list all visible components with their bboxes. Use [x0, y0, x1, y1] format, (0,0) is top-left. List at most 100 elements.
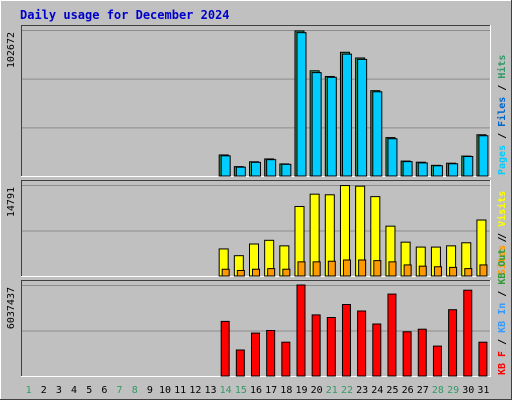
bar-pages	[311, 72, 322, 177]
bar-sites	[342, 259, 351, 277]
x-axis-ticks: 1 2 3 4 5 6 7 8 9 10 11 12 13 14 15 16 17 18 19 20 21 22 23 24 2…	[26, 385, 490, 396]
bar-kb-f	[296, 284, 306, 377]
x-tick-label: 22	[341, 385, 353, 396]
bar-sites	[267, 268, 276, 277]
bar-pages	[341, 53, 352, 177]
x-tick-label: 14	[220, 385, 232, 396]
legend-entry: /	[497, 285, 508, 303]
bar-sites	[221, 268, 230, 277]
bar-pages	[432, 165, 443, 177]
x-tick-label: 18	[280, 385, 292, 396]
bar-pages	[235, 166, 246, 177]
x-tick-label: 19	[295, 385, 307, 396]
bar-pages	[372, 91, 383, 177]
bar-pages	[266, 159, 277, 177]
bar-sites	[252, 268, 260, 277]
bar-pages	[448, 163, 459, 177]
plot-area	[21, 25, 491, 177]
x-tick-label: 9	[147, 385, 153, 396]
x-tick-label: 1	[26, 385, 32, 396]
legend-entry: Hits	[496, 55, 508, 79]
bar-kb-f	[432, 345, 442, 377]
bar-sites	[449, 266, 458, 277]
x-tick-label: 28	[432, 385, 444, 396]
legend-entry: /	[497, 227, 508, 245]
legend-entry: /	[497, 79, 508, 97]
x-tick-label: 3	[56, 385, 62, 396]
legend-entry: /	[497, 127, 508, 145]
panel-visits: 14791 Sites / Visits	[6, 180, 508, 277]
series-legend: Pages / Files / Hits	[496, 55, 508, 175]
panel-kbytes: 6037437 KB F / KB In / KB Out /	[6, 237, 508, 377]
y-max-label: 14791	[6, 187, 17, 217]
y-max-label: 102672	[6, 32, 17, 68]
bar-kb-f	[235, 349, 245, 377]
legend-entry: Sites	[496, 245, 508, 275]
legend-entry: KB Out	[497, 249, 508, 285]
x-tick-label: 2	[41, 385, 47, 396]
bar-kb-f	[326, 317, 336, 377]
y-max-label: 6037437	[6, 287, 17, 329]
legend-entry: Pages	[497, 145, 508, 175]
x-tick-label: 24	[371, 385, 383, 396]
bar-sites	[297, 261, 306, 277]
x-tick-label: 15	[235, 385, 247, 396]
bar-sites	[373, 260, 382, 277]
legend-entry: Visits	[496, 191, 508, 227]
x-tick-label: 4	[71, 385, 77, 396]
bar-kb-f	[311, 314, 321, 377]
legend-entry: Files	[496, 97, 508, 127]
bar-sites	[358, 259, 367, 277]
bar-kb-f	[220, 320, 230, 377]
bar-kb-f	[417, 328, 427, 377]
bar-kb-f	[448, 309, 458, 377]
bar-sites	[479, 264, 488, 277]
bar-kb-f	[357, 310, 367, 377]
bar-sites	[236, 269, 245, 277]
bar-pages	[357, 58, 368, 177]
series-legend: KB F / KB In / KB Out /	[497, 237, 508, 376]
legend-entry: KB F	[497, 351, 508, 375]
x-tick-label: 10	[159, 385, 171, 396]
legend-entry: /	[497, 237, 508, 249]
bar-kb-f	[387, 293, 397, 377]
legend-entry: KB In	[497, 303, 508, 333]
x-tick-label: 5	[86, 385, 92, 396]
legend-entry: /	[497, 333, 508, 351]
x-tick-label: 20	[311, 385, 323, 396]
x-tick-label: 31	[477, 385, 489, 396]
bar-kb-f	[341, 304, 351, 377]
chart-title: Daily usage for December 2024	[20, 8, 230, 22]
bar-pages	[463, 156, 474, 177]
x-tick-label: 13	[204, 385, 216, 396]
bar-kb-f	[251, 332, 260, 377]
bar-pages	[251, 161, 261, 177]
bar-pages	[326, 76, 337, 177]
bar-sites	[464, 268, 473, 277]
bar-pages	[281, 163, 292, 177]
chart-panels: 102672 Pages / Files / Hits 14791 Sites / V…	[6, 25, 508, 377]
x-tick-label: 6	[101, 385, 107, 396]
bar-pages	[387, 138, 398, 177]
x-tick-label: 30	[462, 385, 474, 396]
bar-kb-f	[402, 331, 412, 377]
x-tick-label: 23	[356, 385, 368, 396]
x-tick-label: 7	[117, 385, 123, 396]
x-tick-label: 8	[132, 385, 138, 396]
x-tick-label: 25	[386, 385, 398, 396]
bar-pages	[402, 161, 413, 177]
x-tick-label: 17	[265, 385, 277, 396]
panel-hits: 102672 Pages / Files / Hits	[6, 25, 508, 177]
bar-kb-f	[372, 323, 382, 377]
bar-sites	[312, 261, 321, 277]
x-tick-label: 11	[174, 385, 186, 396]
bar-pages	[417, 162, 428, 177]
bar-sites	[282, 268, 291, 277]
x-tick-label: 12	[189, 385, 201, 396]
x-tick-label: 27	[417, 385, 429, 396]
bar-sites	[433, 266, 442, 277]
x-tick-label: 21	[326, 385, 338, 396]
bar-pages	[296, 32, 307, 177]
bar-pages	[220, 155, 231, 177]
